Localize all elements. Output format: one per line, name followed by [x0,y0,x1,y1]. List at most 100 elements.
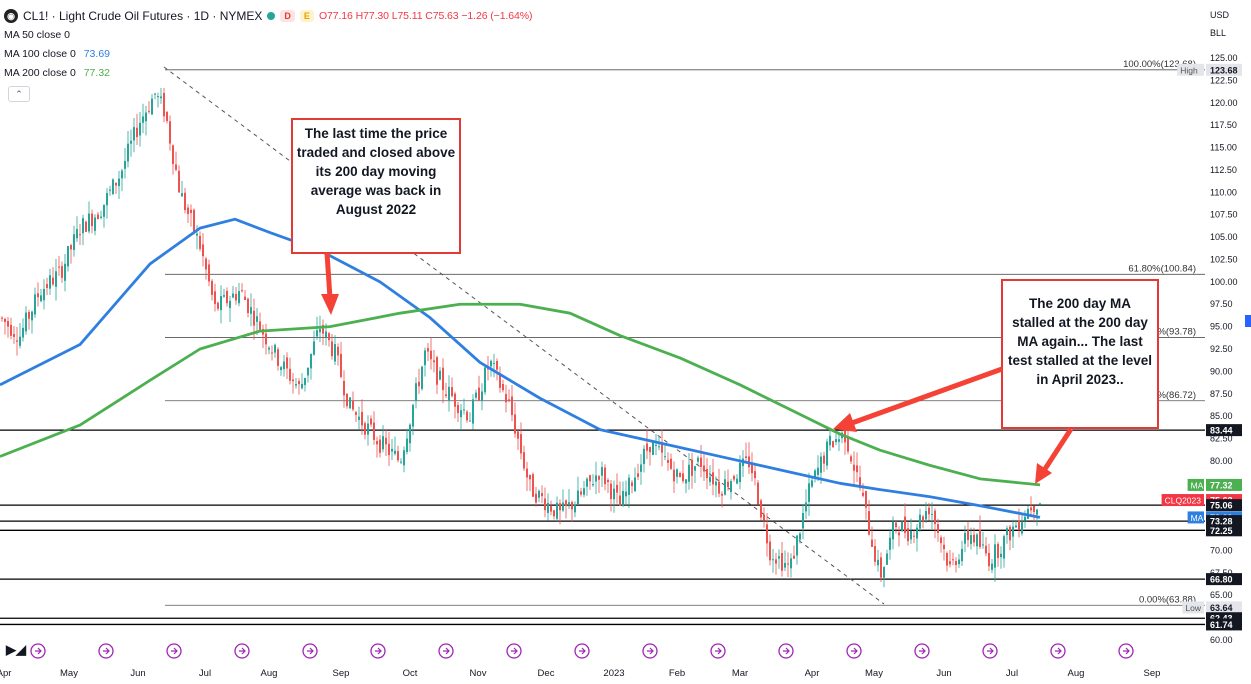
side-tag [1187,478,1204,491]
candle-body [715,481,717,486]
x-tick-label: Dec [538,668,555,679]
candle-body [184,192,186,211]
y-tick-label: 125.00 [1210,53,1238,63]
candle-body [19,336,21,346]
candle-body [853,464,855,471]
candle-body [916,527,918,539]
candle-body [169,121,171,144]
candle-body [697,457,699,462]
candle-body [1030,507,1032,511]
chart-header: ◉ CL1! · Light Crude Oil Futures · 1D · … [4,7,532,25]
candle-body [469,420,471,422]
candle-body [478,387,480,401]
candle-body [634,477,636,492]
price-axis-bg [1205,0,1249,684]
ma200-label: MA 200 close 0 [4,67,76,79]
candle-body [70,245,72,250]
candle-body [364,423,366,435]
candle-body [580,491,582,495]
candle-body [1006,528,1008,536]
candle-body [1018,520,1020,530]
candle-body [289,368,291,381]
candle-body [766,524,768,544]
candle-body [886,553,888,565]
y-tick-label: 65.00 [1210,590,1233,600]
event-arrow-icon [35,647,42,655]
candle-body [838,439,840,442]
symbol-title[interactable]: CL1! · Light Crude Oil Futures · 1D · NY… [23,9,263,23]
candle-body [475,392,477,398]
y-tick-label: 102.50 [1210,254,1238,264]
x-tick-label: May [865,668,883,679]
y-tick-label: 122.50 [1210,75,1238,85]
tag-e-button[interactable]: E [299,10,314,22]
y-tick-label: 117.50 [1210,120,1237,130]
candle-body [229,300,231,309]
collapse-legend-button[interactable]: ⌃ [8,86,30,102]
unit-label[interactable]: BLL [1210,28,1227,38]
candle-body [949,561,951,565]
candle-body [583,488,585,495]
ma200-line [0,302,1041,487]
currency-label[interactable]: USD [1210,10,1230,20]
ma200-legend[interactable]: MA 200 close 0 77.32 [4,67,110,79]
x-tick-label: Nov [470,668,487,679]
candle-body [691,459,693,476]
price-badge-label: 66.80 [1210,575,1233,585]
candle-body [472,399,474,424]
candle-body [406,438,408,453]
y-tick-label: 115.00 [1210,143,1237,153]
candle-body [598,476,600,480]
candle-body [775,559,777,564]
ma200-value: 77.32 [83,67,110,79]
candle-body [991,563,993,570]
candle-body [340,353,342,378]
candle-body [493,362,495,364]
fib-label-3: %(86.72) [1157,390,1196,401]
oil-drop-icon: ◉ [4,9,18,23]
candle-body [106,192,108,206]
candle-body [859,477,861,489]
candle-body [121,170,123,179]
candle-body [865,490,867,508]
time-axis: Apr May Jun Jul Aug Sep Oct Nov Dec 2023 Feb Mar Apr… [0,637,1207,684]
candle-body [268,347,270,350]
candle-body [28,312,30,319]
tag-d-button[interactable]: D [280,10,295,22]
ohlc-readout: O77.16 H77.30 L75.11 C75.63 −1.26 (−1.64… [318,10,533,22]
candle-body [109,189,111,191]
events-strip [0,637,1207,664]
candle-body [1009,526,1011,541]
candle-body [112,179,114,195]
side-tag [1182,601,1204,614]
candle-body [385,437,387,445]
candle-body [772,559,774,561]
candle-body [934,510,936,525]
candle-body [610,483,612,500]
candle-body [343,380,345,396]
candle-body [994,544,996,568]
ma100-legend[interactable]: MA 100 close 0 73.69 [4,48,110,60]
candle-body [433,360,435,363]
candle-body [166,112,168,122]
ohlc-open: O77.16 [318,10,353,22]
candle-body [856,465,858,473]
candle-body [301,383,303,389]
ma50-legend[interactable]: MA 50 close 0 [4,29,70,41]
candle-body [592,484,594,486]
candle-body [265,333,267,345]
candle-body [145,112,147,122]
candle-body [187,207,189,214]
y-tick-label: 100.00 [1210,277,1238,287]
candle-body [526,468,528,478]
candle-body [55,271,57,287]
candle-body [922,516,924,522]
scale-handle[interactable] [1245,315,1251,327]
side-tag [1161,494,1204,507]
candle-body [673,469,675,482]
candle-body [1021,522,1023,534]
candle-body [688,464,690,482]
y-tick-label: 95.00 [1210,322,1233,332]
candle-body [76,229,78,239]
